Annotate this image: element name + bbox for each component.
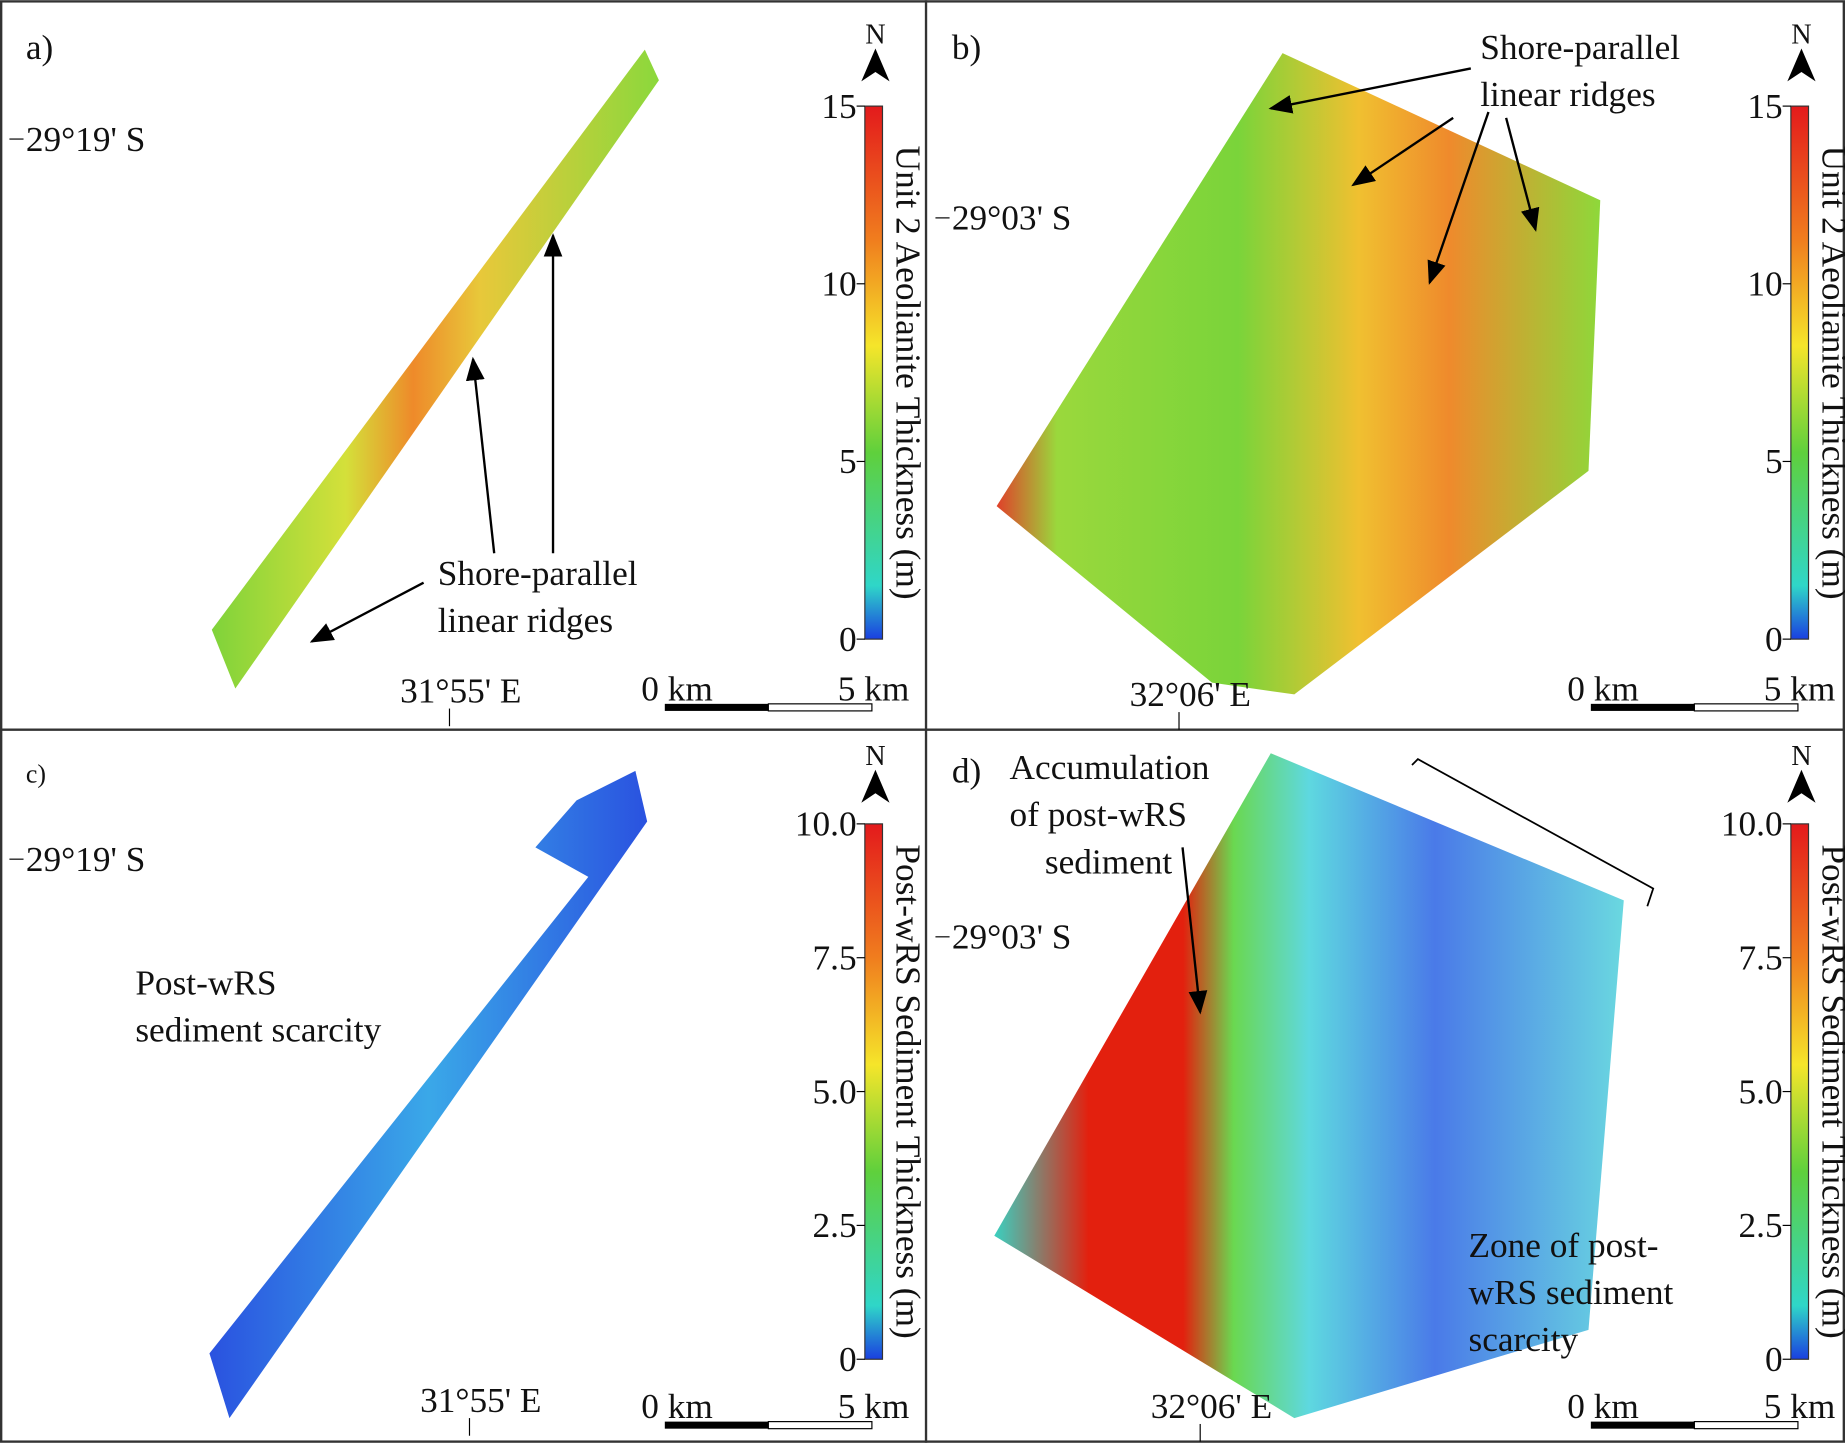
scale-start: 0 km xyxy=(641,669,713,708)
colorbar-title: Post-wRS Sediment Thickness (m) xyxy=(1815,844,1845,1338)
colorbar-tick-label: 7.5 xyxy=(812,938,856,977)
colorbar-tick-label: 10.0 xyxy=(795,805,857,844)
north-arrow xyxy=(1787,48,1816,82)
annotation: wRS sediment xyxy=(1468,1273,1673,1312)
panel-label: a) xyxy=(26,28,53,67)
north-arrow xyxy=(861,769,890,803)
scale-bar xyxy=(664,1421,769,1429)
colorbar-title: Unit 2 Aeolianite Thickness (m) xyxy=(1815,146,1845,600)
north-arrow xyxy=(1787,769,1816,803)
colorbar xyxy=(1790,105,1810,640)
annotation-arrow xyxy=(1181,847,1208,1015)
colorbar-tick-label: 5.0 xyxy=(1739,1072,1783,1111)
colorbar-tick-label: 10 xyxy=(1747,265,1782,304)
annotation: sediment scarcity xyxy=(135,1011,381,1050)
colorbar-tick-label: 5.0 xyxy=(812,1072,856,1111)
panel: a) 29°19' S 31°55' E 15 10 5 0 Unit 2 Aeolianit… xyxy=(9,20,928,727)
annotation: Accumulation xyxy=(1010,748,1210,787)
north-label: N xyxy=(865,20,885,51)
colorbar-tick-label: 0 xyxy=(839,620,857,659)
annotation: of post-wRS xyxy=(1010,795,1187,834)
panel-label: d) xyxy=(952,752,981,791)
longitude-label: 32°06' E xyxy=(1151,1387,1272,1426)
panel-label: c) xyxy=(26,760,46,789)
colorbar-tick-label: 10 xyxy=(821,265,856,304)
north-label: N xyxy=(1791,20,1811,51)
annotation: Post-wRS xyxy=(135,963,276,1002)
scale-start: 0 km xyxy=(1567,1387,1639,1426)
colorbar-tick-label: 0 xyxy=(1765,620,1783,659)
scale-bar xyxy=(664,703,769,711)
colorbar-tick-label: 0 xyxy=(839,1340,857,1379)
annotation: Shore-parallel xyxy=(1480,28,1680,67)
scale-bar xyxy=(1693,703,1799,712)
annotation: linear ridges xyxy=(438,601,613,640)
annotation-arrow xyxy=(1351,116,1454,187)
north-label: N xyxy=(865,741,885,772)
colorbar-title: Post-wRS Sediment Thickness (m) xyxy=(889,844,928,1338)
latitude-label: 29°19' S xyxy=(26,840,145,879)
scale-bar xyxy=(1693,1421,1799,1430)
colorbar xyxy=(1790,823,1810,1360)
colorbar-tick-label: 7.5 xyxy=(1739,938,1783,977)
scale-end: 5 km xyxy=(1764,669,1836,708)
scale-bar xyxy=(767,703,873,712)
colorbar-tick-label: 0 xyxy=(1765,1340,1783,1379)
annotation-arrow xyxy=(1504,117,1540,232)
panel-label: b) xyxy=(952,28,981,67)
scale-start: 0 km xyxy=(1567,669,1639,708)
annotation-arrow xyxy=(465,356,496,554)
annotation-arrow xyxy=(309,581,425,643)
panel: d) 29°03' S 32°06' E 10.0 7.5 5.0 2.5 0 Post-wRS… xyxy=(935,741,1845,1442)
annotation-arrow xyxy=(1427,111,1490,285)
zone-bracket xyxy=(1411,758,1655,907)
annotation: scarcity xyxy=(1468,1320,1578,1359)
colorbar-tick-label: 5 xyxy=(839,442,857,481)
colorbar-tick-label: 5 xyxy=(1765,442,1783,481)
scale-end: 5 km xyxy=(1764,1387,1836,1426)
scale-end: 5 km xyxy=(838,1387,910,1426)
panel: b) 29°03' S 32°06' E 15 10 5 0 Unit 2 Aeolianit… xyxy=(935,20,1845,730)
colorbar xyxy=(864,105,884,640)
latitude-label: 29°03' S xyxy=(952,918,1071,957)
longitude-label: 32°06' E xyxy=(1130,675,1251,714)
longitude-label: 31°55' E xyxy=(400,672,521,711)
survey-map xyxy=(994,753,1624,1419)
survey-map xyxy=(211,49,659,689)
colorbar-tick-label: 10.0 xyxy=(1721,805,1783,844)
colorbar-tick-label: 2.5 xyxy=(812,1206,856,1245)
colorbar-tick-label: 15 xyxy=(821,87,856,126)
colorbar xyxy=(864,823,884,1360)
annotation: Zone of post- xyxy=(1468,1226,1658,1265)
scale-end: 5 km xyxy=(838,669,910,708)
annotation: linear ridges xyxy=(1480,75,1655,114)
colorbar-title: Unit 2 Aeolianite Thickness (m) xyxy=(889,146,928,600)
scale-start: 0 km xyxy=(641,1387,713,1426)
scale-bar xyxy=(1590,703,1695,711)
annotation: Shore-parallel xyxy=(438,554,638,593)
colorbar-tick-label: 15 xyxy=(1747,87,1782,126)
colorbar-tick-label: 2.5 xyxy=(1739,1206,1783,1245)
north-arrow xyxy=(861,48,890,82)
latitude-label: 29°03' S xyxy=(952,199,1071,238)
survey-map xyxy=(996,53,1601,695)
annotation: sediment xyxy=(1045,842,1173,881)
longitude-label: 31°55' E xyxy=(420,1381,541,1420)
latitude-label: 29°19' S xyxy=(26,120,145,159)
scale-bar xyxy=(1590,1421,1695,1429)
panel: c) 29°19' S 31°55' E 10.0 7.5 5.0 2.5 0 Post-wRS… xyxy=(9,741,928,1436)
scale-bar xyxy=(767,1421,873,1430)
annotation-arrow xyxy=(1268,67,1472,114)
north-label: N xyxy=(1791,741,1811,772)
survey-map xyxy=(209,770,648,1419)
